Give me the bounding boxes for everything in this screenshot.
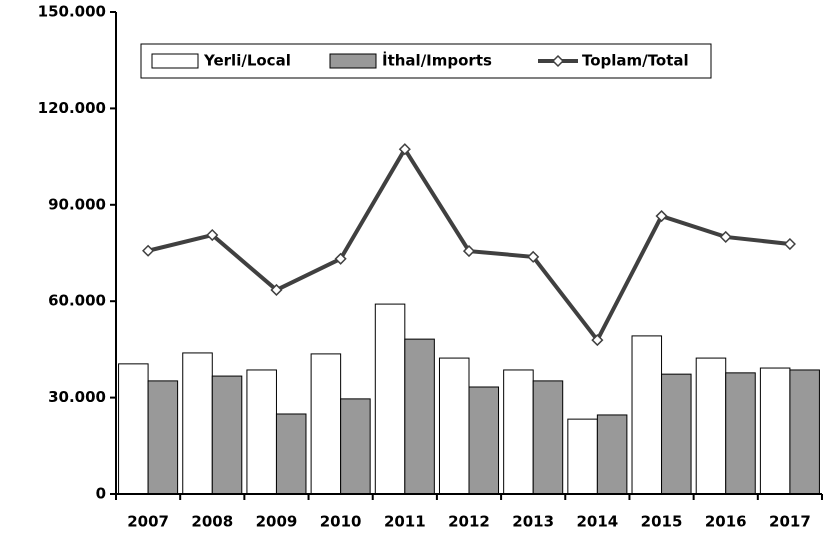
bar <box>725 372 756 495</box>
legend-swatch <box>329 53 377 69</box>
y-tick-label: 120.000 <box>38 99 106 117</box>
bar <box>118 363 149 495</box>
line-marker <box>462 245 476 258</box>
x-tick-label: 2011 <box>384 513 426 531</box>
x-tick-label: 2008 <box>191 513 233 531</box>
legend-label: Yerli/Local <box>203 52 291 70</box>
x-tick-label: 2010 <box>320 513 362 531</box>
legend-label: İthal/Imports <box>382 51 492 70</box>
x-tick-label: 2013 <box>512 513 554 531</box>
bar <box>340 398 371 495</box>
bar <box>211 375 243 495</box>
bar <box>789 369 820 495</box>
bar <box>374 303 406 495</box>
line-marker <box>270 283 283 297</box>
legend-swatch <box>151 53 199 69</box>
line-marker <box>206 228 219 242</box>
line-marker <box>719 230 732 243</box>
x-tick-label: 2009 <box>256 513 298 531</box>
bar <box>275 413 307 495</box>
y-tick-label: 30.000 <box>48 388 106 406</box>
line-marker <box>527 250 540 263</box>
bar <box>661 373 692 495</box>
line-marker <box>334 252 347 265</box>
bar <box>246 369 277 495</box>
y-tick-label: 90.000 <box>48 195 106 213</box>
y-tick-label: 60.000 <box>48 292 106 310</box>
x-tick-label: 2016 <box>705 513 747 531</box>
y-tick-label: 0 <box>96 485 106 503</box>
bar <box>695 357 727 495</box>
line-marker <box>398 143 411 156</box>
line-marker <box>783 237 796 251</box>
line <box>147 145 791 344</box>
y-tick-label: 150.000 <box>38 3 106 21</box>
x-tick-label: 2007 <box>127 513 169 531</box>
line-marker <box>142 244 155 257</box>
bar <box>468 386 500 495</box>
legend-box <box>140 43 712 79</box>
line-marker <box>591 334 604 347</box>
bar <box>438 357 470 495</box>
x-tick-label: 2014 <box>576 513 618 531</box>
bar <box>532 380 564 495</box>
bar <box>631 335 663 495</box>
bar <box>759 367 791 495</box>
x-tick-label: 2015 <box>641 513 683 531</box>
bar <box>596 414 628 495</box>
bar <box>404 338 435 495</box>
bar <box>182 352 213 495</box>
x-tick-label: 2012 <box>448 513 490 531</box>
bar <box>503 369 534 495</box>
legend-label: Toplam/Total <box>582 52 689 70</box>
bar <box>310 353 342 495</box>
x-tick-label: 2017 <box>769 513 811 531</box>
legend-marker <box>551 54 565 68</box>
bar <box>147 380 179 495</box>
line-marker <box>655 209 668 223</box>
bar <box>567 418 598 495</box>
